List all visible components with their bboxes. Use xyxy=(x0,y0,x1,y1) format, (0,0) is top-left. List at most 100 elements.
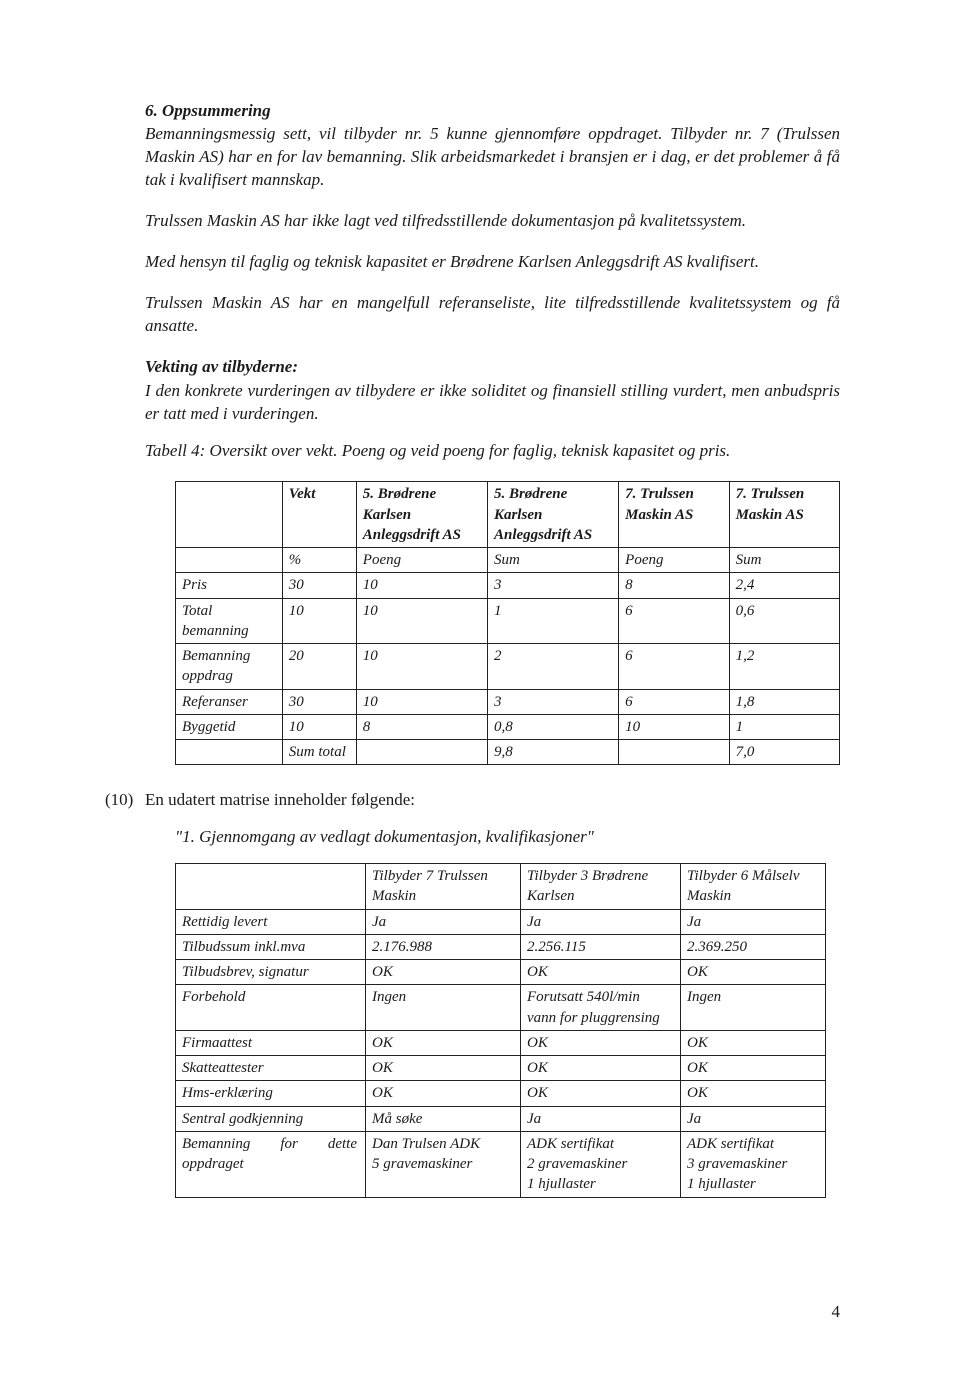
td: Byggetid xyxy=(176,714,283,739)
table-row: Total bemanning 10 10 1 6 0,6 xyxy=(176,598,840,644)
td xyxy=(176,740,283,765)
table4: Vekt 5. Brødrene Karlsen Anleggsdrift AS… xyxy=(175,481,840,765)
td: OK xyxy=(366,1030,521,1055)
table-row: Tilbudssum inkl.mva 2.176.988 2.256.115 … xyxy=(176,934,826,959)
td: Sum total xyxy=(282,740,356,765)
td: Forbehold xyxy=(176,985,366,1031)
td: 1 xyxy=(487,598,618,644)
td: OK xyxy=(366,1056,521,1081)
td: Pris xyxy=(176,573,283,598)
section-number: 6. xyxy=(145,101,158,120)
table-row: Rettidig levert Ja Ja Ja xyxy=(176,909,826,934)
td: 0,8 xyxy=(487,714,618,739)
td: 10 xyxy=(356,644,487,690)
td: Sum xyxy=(487,548,618,573)
table-row: % Poeng Sum Poeng Sum xyxy=(176,548,840,573)
td: 7,0 xyxy=(729,740,839,765)
td: Firmaattest xyxy=(176,1030,366,1055)
td: Dan Trulsen ADK 5 gravemaskiner xyxy=(366,1131,521,1197)
th: 5. Brødrene Karlsen Anleggsdrift AS xyxy=(356,482,487,548)
td: 10 xyxy=(356,598,487,644)
td: Ingen xyxy=(366,985,521,1031)
table-row: Tilbudsbrev, signatur OK OK OK xyxy=(176,960,826,985)
td: 2.369.250 xyxy=(681,934,826,959)
page: 6. Oppsummering Bemanningsmessig sett, v… xyxy=(0,0,960,1374)
td: Skatteattester xyxy=(176,1056,366,1081)
table-row: Vekt 5. Brødrene Karlsen Anleggsdrift AS… xyxy=(176,482,840,548)
vekting-heading: Vekting av tilbyderne: xyxy=(145,356,840,379)
td: Ja xyxy=(521,909,681,934)
table-row: Sentral godkjenning Må søke Ja Ja xyxy=(176,1106,826,1131)
table-row: Referanser 30 10 3 6 1,8 xyxy=(176,689,840,714)
td: 2.256.115 xyxy=(521,934,681,959)
td: OK xyxy=(521,1030,681,1055)
td: OK xyxy=(521,1081,681,1106)
td: Tilbyder 3 Brødrene Karlsen xyxy=(521,864,681,910)
td: Poeng xyxy=(619,548,729,573)
td: Tilbudsbrev, signatur xyxy=(176,960,366,985)
table-row: Bemanning oppdrag 20 10 2 6 1,2 xyxy=(176,644,840,690)
table-row: Bemanning for dette oppdraget Dan Trulse… xyxy=(176,1131,826,1197)
section6-p5: I den konkrete vurderingen av tilbydere … xyxy=(145,380,840,426)
td: Forutsatt 540l/min vann for pluggrensing xyxy=(521,985,681,1031)
td: 2,4 xyxy=(729,573,839,598)
td: Tilbyder 7 Trulssen Maskin xyxy=(366,864,521,910)
table-row: Byggetid 10 8 0,8 10 1 xyxy=(176,714,840,739)
table-row: Pris 30 10 3 8 2,4 xyxy=(176,573,840,598)
td: Ingen xyxy=(681,985,826,1031)
td: Referanser xyxy=(176,689,283,714)
td: 2 xyxy=(487,644,618,690)
td: 1,2 xyxy=(729,644,839,690)
td: 8 xyxy=(619,573,729,598)
section6-p3: Med hensyn til faglig og teknisk kapasit… xyxy=(145,251,840,274)
table10: Tilbyder 7 Trulssen Maskin Tilbyder 3 Br… xyxy=(175,863,826,1198)
td: 10 xyxy=(619,714,729,739)
td: Bemanning for dette oppdraget xyxy=(176,1131,366,1197)
td: OK xyxy=(366,960,521,985)
td: Sum xyxy=(729,548,839,573)
td xyxy=(176,548,283,573)
table-row: Sum total 9,8 7,0 xyxy=(176,740,840,765)
section6-header: 6. Oppsummering Bemanningsmessig sett, v… xyxy=(145,100,840,192)
section6-p6: Tabell 4: Oversikt over vekt. Poeng og v… xyxy=(145,440,840,463)
td: Rettidig levert xyxy=(176,909,366,934)
item-number: (10) xyxy=(105,789,145,812)
td xyxy=(356,740,487,765)
td: Må søke xyxy=(366,1106,521,1131)
item10-quote: "1. Gjennomgang av vedlagt dokumentasjon… xyxy=(175,826,840,849)
td: Sentral godkjenning xyxy=(176,1106,366,1131)
td: OK xyxy=(681,1030,826,1055)
td: OK xyxy=(366,1081,521,1106)
th: Vekt xyxy=(282,482,356,548)
td: Ja xyxy=(681,909,826,934)
td: 20 xyxy=(282,644,356,690)
section6-p2: Trulssen Maskin AS har ikke lagt ved til… xyxy=(145,210,840,233)
td: 6 xyxy=(619,689,729,714)
td: Tilbyder 6 Målselv Maskin xyxy=(681,864,826,910)
td: 2.176.988 xyxy=(366,934,521,959)
td: OK xyxy=(521,1056,681,1081)
td: 10 xyxy=(356,573,487,598)
td: Bemanning oppdrag xyxy=(176,644,283,690)
td: Hms-erklæring xyxy=(176,1081,366,1106)
td: 10 xyxy=(356,689,487,714)
item-10: (10) En udatert matrise inneholder følge… xyxy=(145,789,840,812)
td: ADK sertifikat 2 gravemaskiner 1 hjullas… xyxy=(521,1131,681,1197)
td: 10 xyxy=(282,598,356,644)
table-row: Hms-erklæring OK OK OK xyxy=(176,1081,826,1106)
td: Ja xyxy=(521,1106,681,1131)
td: Ja xyxy=(681,1106,826,1131)
td: 8 xyxy=(356,714,487,739)
item-text: En udatert matrise inneholder følgende: xyxy=(145,789,415,812)
td: 6 xyxy=(619,598,729,644)
td: 9,8 xyxy=(487,740,618,765)
th: 5. Brødrene Karlsen Anleggsdrift AS xyxy=(487,482,618,548)
td: Total bemanning xyxy=(176,598,283,644)
td: Poeng xyxy=(356,548,487,573)
td xyxy=(176,864,366,910)
table-row: Skatteattester OK OK OK xyxy=(176,1056,826,1081)
td: 30 xyxy=(282,689,356,714)
td: 0,6 xyxy=(729,598,839,644)
td: 1 xyxy=(729,714,839,739)
th xyxy=(176,482,283,548)
